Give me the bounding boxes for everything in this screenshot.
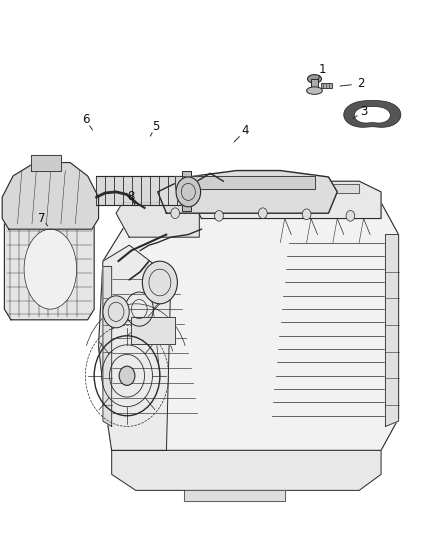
Polygon shape bbox=[112, 450, 381, 490]
Text: 1: 1 bbox=[318, 63, 326, 76]
Ellipse shape bbox=[307, 75, 321, 83]
Ellipse shape bbox=[24, 229, 77, 309]
Polygon shape bbox=[158, 171, 337, 213]
Text: 7: 7 bbox=[38, 212, 46, 225]
Ellipse shape bbox=[307, 87, 322, 94]
Circle shape bbox=[215, 211, 223, 221]
Polygon shape bbox=[204, 184, 359, 193]
Polygon shape bbox=[175, 176, 315, 189]
Text: 3: 3 bbox=[360, 106, 367, 118]
Bar bbox=[182, 171, 191, 211]
Circle shape bbox=[119, 366, 135, 385]
Text: 8: 8 bbox=[128, 190, 135, 203]
Polygon shape bbox=[2, 163, 99, 229]
Bar bbox=[311, 79, 318, 91]
Circle shape bbox=[258, 208, 267, 219]
Text: 5: 5 bbox=[152, 120, 159, 133]
Circle shape bbox=[171, 208, 180, 219]
Polygon shape bbox=[99, 176, 399, 450]
Circle shape bbox=[176, 177, 201, 207]
Circle shape bbox=[103, 296, 129, 328]
Polygon shape bbox=[131, 317, 175, 344]
Text: 2: 2 bbox=[357, 77, 365, 90]
PathPatch shape bbox=[344, 101, 401, 127]
Bar bbox=[321, 83, 332, 88]
Polygon shape bbox=[99, 245, 171, 450]
Text: 4: 4 bbox=[241, 124, 249, 137]
Circle shape bbox=[302, 209, 311, 220]
Polygon shape bbox=[385, 235, 399, 426]
Circle shape bbox=[142, 261, 177, 304]
Polygon shape bbox=[116, 203, 199, 237]
Polygon shape bbox=[4, 216, 94, 320]
Polygon shape bbox=[188, 181, 381, 219]
Polygon shape bbox=[96, 176, 186, 205]
Text: 6: 6 bbox=[81, 114, 89, 126]
Polygon shape bbox=[103, 266, 112, 426]
Polygon shape bbox=[31, 155, 61, 171]
Circle shape bbox=[346, 211, 355, 221]
Polygon shape bbox=[184, 490, 285, 501]
